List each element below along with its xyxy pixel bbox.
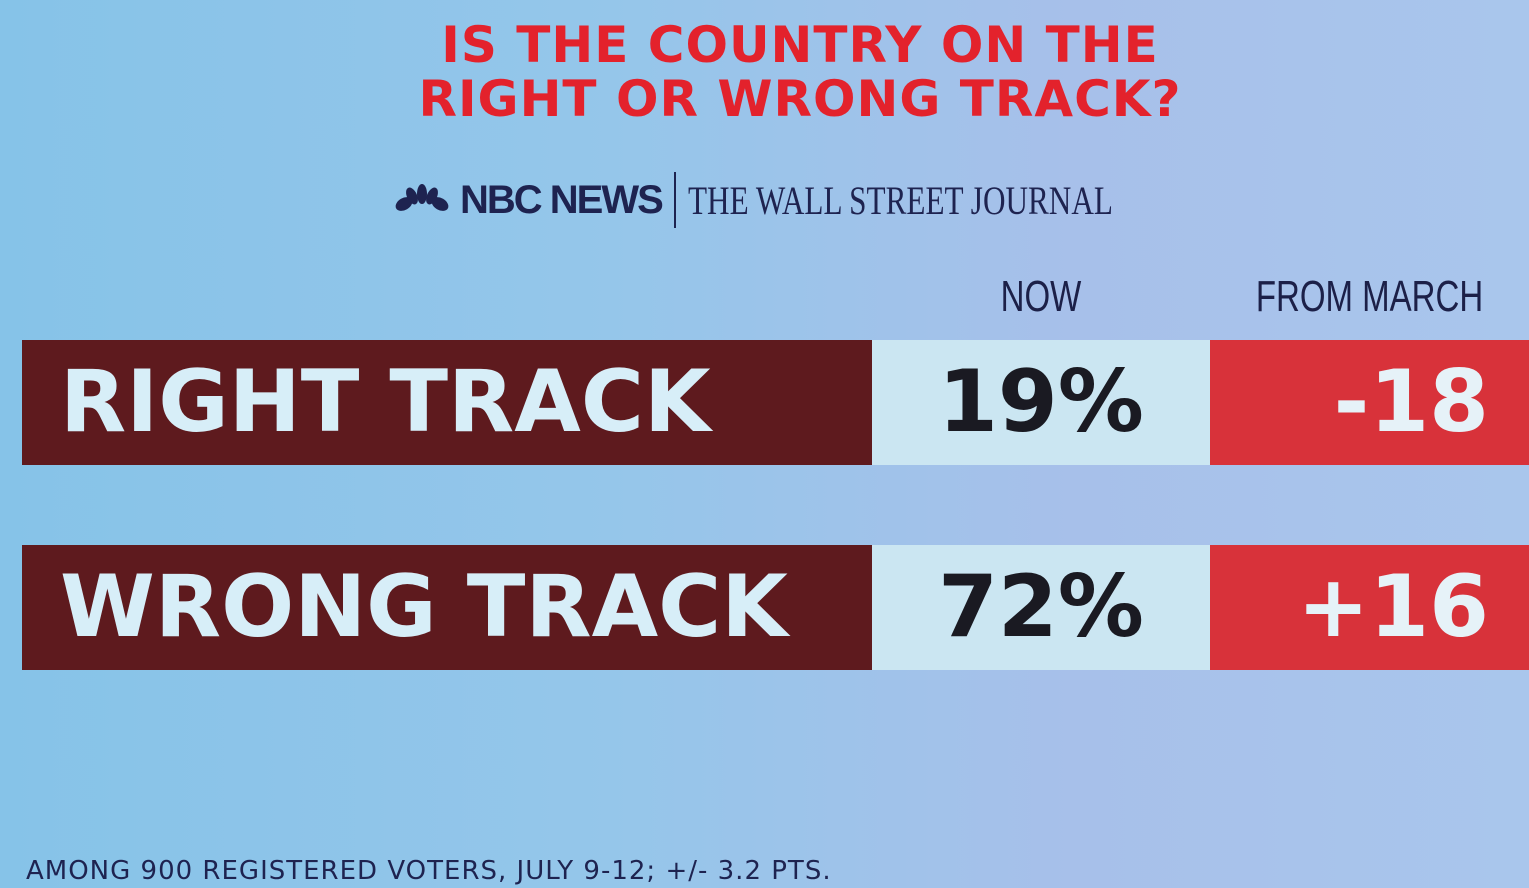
chart-title: IS THE COUNTRY ON THE RIGHT OR WRONG TRA… [300, 18, 1300, 126]
source-logos: NBC NEWS THE WALL STREET JOURNAL [392, 172, 1233, 228]
column-header-now: NOW [1000, 272, 1082, 321]
table-row: WRONG TRACK 72% +16 [22, 545, 1529, 670]
row-label: RIGHT TRACK [22, 340, 872, 465]
change-value: +16 [1210, 545, 1529, 670]
peacock-icon [395, 184, 449, 211]
column-header-from-march: FROM MARCH [1255, 272, 1484, 321]
wsj-logo: THE WALL STREET JOURNAL [687, 177, 1113, 223]
now-value: 19% [872, 340, 1210, 465]
title-line-2: RIGHT OR WRONG TRACK? [418, 70, 1182, 128]
nbc-news-logo: NBC NEWS [460, 177, 664, 222]
change-value: -18 [1210, 340, 1529, 465]
footnote: AMONG 900 REGISTERED VOTERS, JULY 9-12; … [26, 856, 832, 886]
logo-divider [673, 172, 676, 228]
table-row: RIGHT TRACK 19% -18 [22, 340, 1529, 465]
row-label: WRONG TRACK [22, 545, 872, 670]
now-value: 72% [872, 545, 1210, 670]
title-line-1: IS THE COUNTRY ON THE [441, 16, 1159, 74]
